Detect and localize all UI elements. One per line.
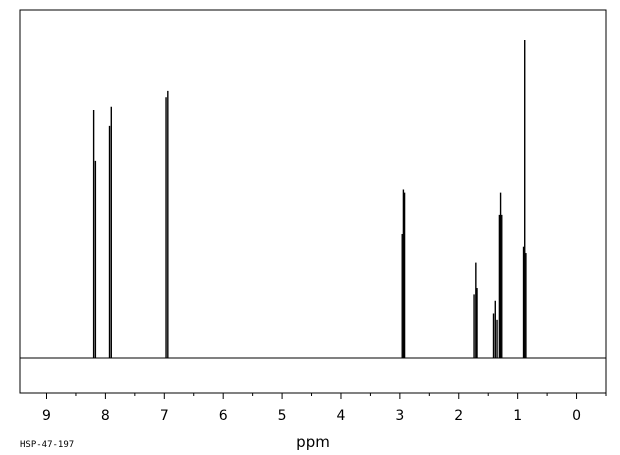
plot-frame bbox=[19, 9, 607, 394]
minor-ticks bbox=[75, 393, 607, 396]
x-tick-label: 1 bbox=[513, 408, 522, 424]
x-tick-label: 5 bbox=[278, 408, 287, 424]
x-tick-label: 6 bbox=[219, 408, 228, 424]
spectrum-id-label: HSP-47-197 bbox=[20, 440, 74, 450]
x-tick-label: 8 bbox=[101, 408, 110, 424]
x-tick-label: 0 bbox=[572, 408, 581, 424]
spectrum-peaks bbox=[92, 40, 527, 358]
x-tick-label: 9 bbox=[42, 408, 51, 424]
x-axis-title: ppm bbox=[296, 433, 330, 451]
x-tick-label: 4 bbox=[337, 408, 346, 424]
x-tick-label: 3 bbox=[395, 408, 404, 424]
x-tick-label: 7 bbox=[160, 408, 169, 424]
x-tick-label: 2 bbox=[454, 408, 463, 424]
x-tick-labels: 9 8 7 6 5 4 3 2 1 0 bbox=[42, 408, 581, 424]
major-ticks bbox=[46, 393, 578, 399]
